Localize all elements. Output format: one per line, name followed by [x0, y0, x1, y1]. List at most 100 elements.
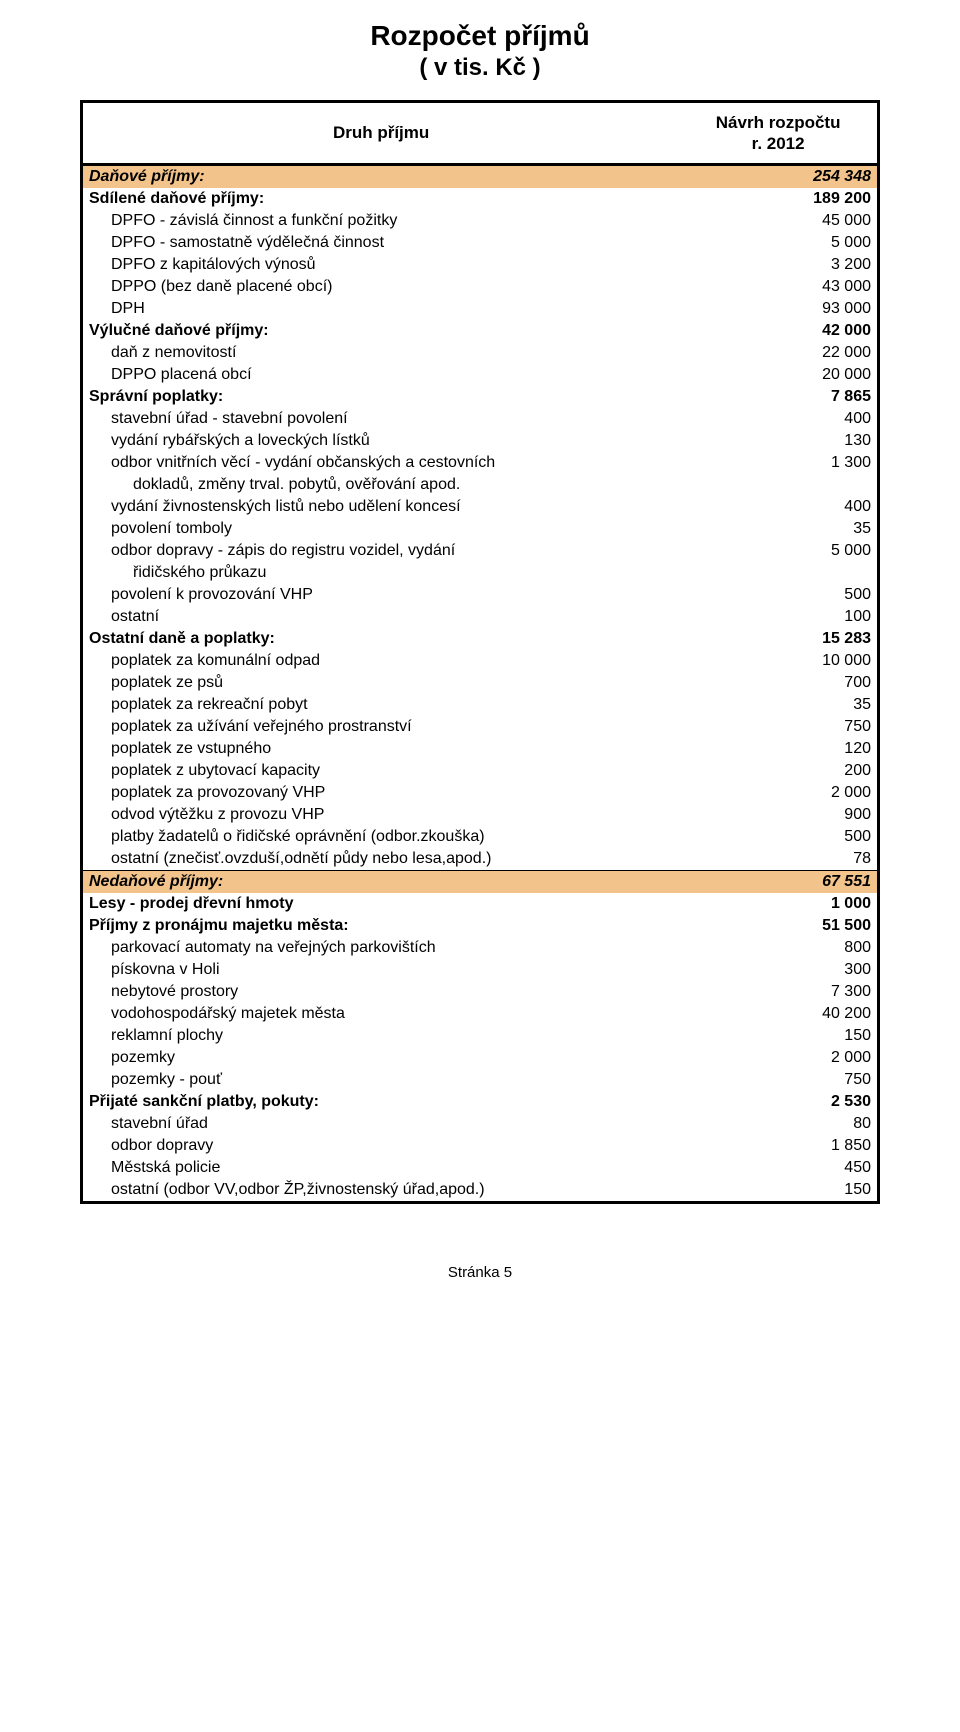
- table-row: vydání živnostenských listů nebo udělení…: [82, 496, 879, 518]
- row-label: pozemky - pouť: [82, 1069, 680, 1091]
- row-value: 35: [679, 518, 878, 540]
- table-row: DPFO z kapitálových výnosů3 200: [82, 254, 879, 276]
- row-value: 20 000: [679, 364, 878, 386]
- row-label: poplatek za rekreační pobyt: [82, 694, 680, 716]
- row-label: vydání rybářských a loveckých lístků: [82, 430, 680, 452]
- table-row: poplatek z ubytovací kapacity200: [82, 760, 879, 782]
- row-label: DPH: [82, 298, 680, 320]
- row-label: Nedaňové příjmy:: [82, 871, 680, 894]
- table-row: poplatek ze vstupného120: [82, 738, 879, 760]
- row-value: 900: [679, 804, 878, 826]
- row-label: pozemky: [82, 1047, 680, 1069]
- row-label: odvod výtěžku z provozu VHP: [82, 804, 680, 826]
- column-header-value: Návrh rozpočtur. 2012: [679, 102, 878, 165]
- table-row: povolení k provozování VHP500: [82, 584, 879, 606]
- table-row: odvod výtěžku z provozu VHP900: [82, 804, 879, 826]
- row-value: 800: [679, 937, 878, 959]
- row-value: 93 000: [679, 298, 878, 320]
- table-row: Lesy - prodej dřevní hmoty1 000: [82, 893, 879, 915]
- table-row: Výlučné daňové příjmy:42 000: [82, 320, 879, 342]
- row-label: daň z nemovitostí: [82, 342, 680, 364]
- row-value: 400: [679, 496, 878, 518]
- row-value: 35: [679, 694, 878, 716]
- page-subtitle: ( v tis. Kč ): [80, 54, 880, 82]
- row-value: 750: [679, 1069, 878, 1091]
- row-label: odbor vnitřních věcí - vydání občanských…: [82, 452, 680, 474]
- row-value: 40 200: [679, 1003, 878, 1025]
- table-row: DPFO - samostatně výdělečná činnost5 000: [82, 232, 879, 254]
- row-value: 3 200: [679, 254, 878, 276]
- row-value: 500: [679, 826, 878, 848]
- row-label: povolení tomboly: [82, 518, 680, 540]
- row-label: Ostatní daně a poplatky:: [82, 628, 680, 650]
- table-row: ostatní (odbor VV,odbor ŽP,živnostenský …: [82, 1179, 879, 1203]
- table-row: reklamní plochy150: [82, 1025, 879, 1047]
- table-row: Městská policie450: [82, 1157, 879, 1179]
- row-label: poplatek za užívání veřejného prostranst…: [82, 716, 680, 738]
- row-value: 80: [679, 1113, 878, 1135]
- row-value: 2 000: [679, 782, 878, 804]
- table-row: DPFO - závislá činnost a funkční požitky…: [82, 210, 879, 232]
- row-label: nebytové prostory: [82, 981, 680, 1003]
- table-row: pozemky - pouť750: [82, 1069, 879, 1091]
- row-value: 130: [679, 430, 878, 452]
- row-value: 78: [679, 848, 878, 871]
- row-value: 450: [679, 1157, 878, 1179]
- table-row: DPPO placená obcí20 000: [82, 364, 879, 386]
- budget-table: Druh příjmuNávrh rozpočtur. 2012Daňové p…: [80, 100, 880, 1204]
- row-label: povolení k provozování VHP: [82, 584, 680, 606]
- table-row: vodohospodářský majetek města40 200: [82, 1003, 879, 1025]
- row-value: 10 000: [679, 650, 878, 672]
- page-title: Rozpočet příjmů: [80, 20, 880, 52]
- row-value: 150: [679, 1179, 878, 1203]
- row-label: odbor dopravy - zápis do registru vozide…: [82, 540, 680, 562]
- table-row: platby žadatelů o řidičské oprávnění (od…: [82, 826, 879, 848]
- row-label: řidičského průkazu: [82, 562, 680, 584]
- table-row: stavební úřad80: [82, 1113, 879, 1135]
- table-row: stavební úřad - stavební povolení400: [82, 408, 879, 430]
- row-value: 5 000: [679, 540, 878, 562]
- row-label: poplatek ze psů: [82, 672, 680, 694]
- row-label: DPPO (bez daně placené obcí): [82, 276, 680, 298]
- table-row: Správní poplatky:7 865: [82, 386, 879, 408]
- row-label: Přijaté sankční platby, pokuty:: [82, 1091, 680, 1113]
- table-row: Nedaňové příjmy:67 551: [82, 871, 879, 894]
- table-row: nebytové prostory7 300: [82, 981, 879, 1003]
- row-label: Daňové příjmy:: [82, 165, 680, 189]
- table-row: poplatek za komunální odpad10 000: [82, 650, 879, 672]
- table-row: vydání rybářských a loveckých lístků130: [82, 430, 879, 452]
- row-value: 15 283: [679, 628, 878, 650]
- table-row: DPH93 000: [82, 298, 879, 320]
- table-row: Příjmy z pronájmu majetku města:51 500: [82, 915, 879, 937]
- row-label: stavební úřad: [82, 1113, 680, 1135]
- page: Rozpočet příjmů ( v tis. Kč ) Druh příjm…: [0, 0, 960, 1321]
- row-label: pískovna v Holi: [82, 959, 680, 981]
- row-value: 43 000: [679, 276, 878, 298]
- row-value: 700: [679, 672, 878, 694]
- row-label: ostatní (znečisť.ovzduší,odnětí půdy neb…: [82, 848, 680, 871]
- table-row: ostatní (znečisť.ovzduší,odnětí půdy neb…: [82, 848, 879, 871]
- table-row: odbor vnitřních věcí - vydání občanských…: [82, 452, 879, 474]
- row-value: 189 200: [679, 188, 878, 210]
- row-label: platby žadatelů o řidičské oprávnění (od…: [82, 826, 680, 848]
- row-value: [679, 562, 878, 584]
- row-label: vodohospodářský majetek města: [82, 1003, 680, 1025]
- row-value: 400: [679, 408, 878, 430]
- row-value: 1 850: [679, 1135, 878, 1157]
- row-label: ostatní (odbor VV,odbor ŽP,živnostenský …: [82, 1179, 680, 1203]
- table-row: Přijaté sankční platby, pokuty:2 530: [82, 1091, 879, 1113]
- row-value: 1 300: [679, 452, 878, 474]
- row-label: Výlučné daňové příjmy:: [82, 320, 680, 342]
- row-value: 500: [679, 584, 878, 606]
- row-value: 7 865: [679, 386, 878, 408]
- row-value: 254 348: [679, 165, 878, 189]
- row-label: poplatek z ubytovací kapacity: [82, 760, 680, 782]
- row-value: 5 000: [679, 232, 878, 254]
- row-label: dokladů, změny trval. pobytů, ověřování …: [82, 474, 680, 496]
- table-row: daň z nemovitostí22 000: [82, 342, 879, 364]
- table-row: Daňové příjmy:254 348: [82, 165, 879, 189]
- row-value: 1 000: [679, 893, 878, 915]
- row-value: 45 000: [679, 210, 878, 232]
- row-value: 51 500: [679, 915, 878, 937]
- table-row: povolení tomboly35: [82, 518, 879, 540]
